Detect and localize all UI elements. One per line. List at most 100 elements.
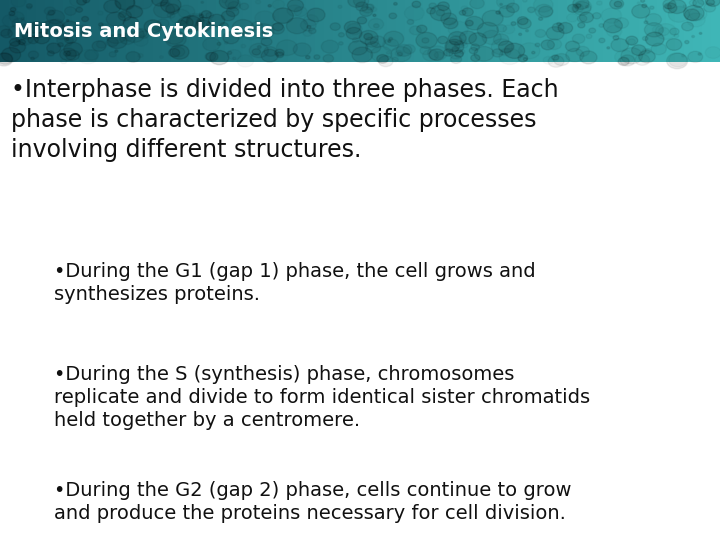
Circle shape	[459, 31, 477, 44]
Circle shape	[518, 17, 528, 25]
Circle shape	[126, 5, 143, 18]
Text: •During the S (synthesis) phase, chromosomes
replicate and divide to form identi: •During the S (synthesis) phase, chromos…	[54, 364, 590, 430]
Circle shape	[330, 23, 341, 30]
Bar	[405, 0, 414, 62]
Bar	[117, 0, 126, 62]
Circle shape	[206, 12, 214, 18]
Circle shape	[644, 21, 648, 24]
Circle shape	[465, 16, 483, 30]
Circle shape	[644, 23, 663, 37]
Circle shape	[165, 31, 186, 47]
Bar	[180, 0, 189, 62]
Circle shape	[186, 15, 204, 29]
Circle shape	[293, 43, 311, 56]
Circle shape	[614, 1, 622, 7]
Circle shape	[466, 21, 473, 26]
Bar	[603, 0, 612, 62]
Circle shape	[663, 3, 677, 13]
Circle shape	[1, 29, 12, 38]
Circle shape	[107, 38, 118, 46]
Circle shape	[621, 48, 642, 64]
Circle shape	[366, 42, 381, 53]
Circle shape	[52, 25, 71, 39]
Circle shape	[498, 41, 514, 52]
Circle shape	[397, 52, 402, 56]
Circle shape	[408, 19, 414, 24]
Circle shape	[492, 49, 503, 57]
Circle shape	[180, 16, 202, 32]
Circle shape	[566, 49, 584, 62]
Bar	[495, 0, 504, 62]
Bar	[261, 0, 270, 62]
Circle shape	[607, 47, 610, 49]
Bar	[477, 0, 486, 62]
Circle shape	[429, 3, 436, 9]
Circle shape	[42, 19, 64, 36]
Circle shape	[635, 55, 649, 65]
Bar	[171, 0, 180, 62]
Circle shape	[438, 2, 449, 11]
Circle shape	[416, 32, 437, 48]
Bar	[54, 0, 63, 62]
Circle shape	[199, 15, 204, 18]
Circle shape	[649, 6, 654, 9]
Circle shape	[518, 33, 522, 36]
Circle shape	[273, 23, 283, 31]
Bar	[432, 0, 441, 62]
Circle shape	[129, 32, 135, 37]
Circle shape	[253, 24, 274, 39]
Bar	[369, 0, 378, 62]
Bar	[135, 0, 144, 62]
Circle shape	[429, 49, 444, 60]
Circle shape	[567, 4, 578, 12]
Bar	[216, 0, 225, 62]
Circle shape	[573, 2, 591, 15]
Circle shape	[626, 36, 638, 45]
Bar	[153, 0, 162, 62]
Circle shape	[352, 47, 372, 63]
Circle shape	[450, 36, 462, 45]
Bar	[639, 0, 648, 62]
Circle shape	[323, 55, 333, 63]
Circle shape	[28, 51, 39, 59]
Circle shape	[441, 13, 456, 25]
Circle shape	[209, 14, 225, 26]
Circle shape	[268, 5, 271, 7]
Circle shape	[179, 17, 193, 29]
Circle shape	[580, 12, 593, 23]
Bar	[423, 0, 432, 62]
Circle shape	[365, 37, 379, 47]
Circle shape	[497, 25, 507, 32]
Circle shape	[685, 40, 689, 44]
Circle shape	[228, 51, 232, 55]
Circle shape	[48, 51, 54, 56]
Circle shape	[620, 55, 635, 66]
Circle shape	[357, 17, 366, 24]
Circle shape	[496, 11, 500, 14]
Text: •During the G1 (gap 1) phase, the cell grows and
synthesizes proteins.: •During the G1 (gap 1) phase, the cell g…	[54, 262, 536, 305]
Circle shape	[46, 10, 65, 24]
Circle shape	[558, 23, 572, 33]
Circle shape	[706, 0, 720, 6]
Circle shape	[356, 2, 368, 11]
Bar	[72, 0, 81, 62]
Bar	[684, 0, 693, 62]
Circle shape	[670, 28, 679, 35]
Circle shape	[552, 23, 564, 32]
Bar	[558, 0, 567, 62]
Circle shape	[222, 11, 235, 21]
Circle shape	[364, 33, 372, 40]
Text: •Interphase is divided into three phases. Each
phase is characterized by specifi: •Interphase is divided into three phases…	[11, 78, 559, 161]
Circle shape	[651, 43, 666, 55]
Circle shape	[539, 6, 553, 17]
Circle shape	[198, 26, 207, 32]
Bar	[243, 0, 252, 62]
Circle shape	[389, 13, 397, 19]
Circle shape	[144, 20, 162, 33]
Circle shape	[528, 7, 535, 12]
Circle shape	[64, 34, 77, 43]
Circle shape	[599, 24, 604, 28]
Circle shape	[307, 25, 311, 29]
Circle shape	[667, 0, 686, 14]
Circle shape	[531, 51, 535, 54]
